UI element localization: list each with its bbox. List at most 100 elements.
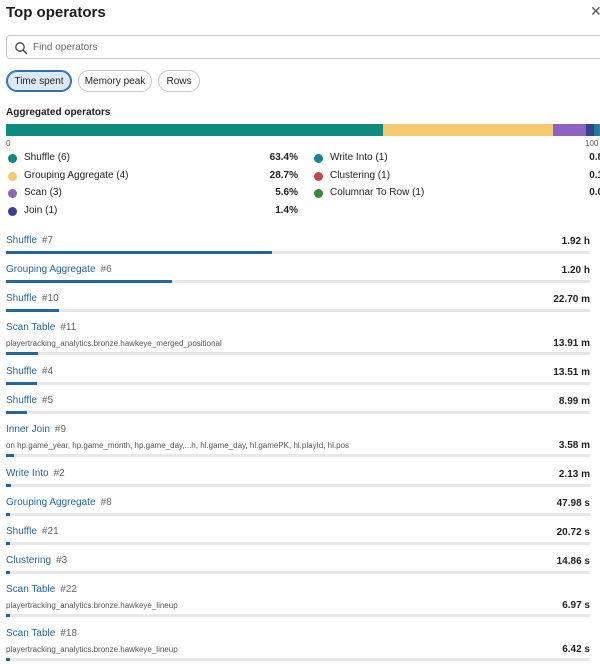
operator-id: #6 [100, 264, 112, 275]
operator-progress-fill [6, 251, 272, 254]
legend-label: Columnar To Row (1) [330, 187, 425, 198]
operator-name: Shuffle [6, 293, 37, 304]
operator-progress-fill [6, 542, 10, 545]
operator-name-link[interactable]: Inner Join #9 [6, 424, 66, 435]
operator-id: #2 [53, 468, 65, 479]
operator-time-value: 8.99 m [558, 396, 590, 407]
operator-row[interactable]: Scan Table #22 playertracking_analytics.br… [6, 584, 600, 624]
operator-row[interactable]: Scan Table #18 playertracking_analytics.br… [6, 628, 600, 664]
operator-id: #5 [41, 395, 54, 406]
operator-row[interactable]: Grouping Aggregate #8 47.98 s [6, 497, 600, 519]
legend-percent: 0.0% [589, 187, 600, 198]
operator-row[interactable]: Inner Join #9 on hp.game_year, hp.game_mon… [6, 424, 600, 464]
agg-segment-write-into[interactable] [594, 124, 599, 136]
operator-progress-track [6, 513, 590, 516]
operator-progress-track [6, 382, 590, 385]
search-icon [15, 42, 28, 55]
operator-progress-fill [6, 280, 172, 283]
operator-id: #9 [54, 424, 67, 435]
legend-swatch [8, 189, 17, 198]
operator-row[interactable]: Write Into #2 2.13 m [6, 468, 600, 490]
operator-row[interactable]: Shuffle #21 20.72 s [6, 526, 600, 548]
operator-name-link[interactable]: Grouping Aggregate #8 [6, 497, 112, 508]
operator-name-link[interactable]: Grouping Aggregate #6 [6, 264, 112, 275]
operator-time-value: 14.86 s [556, 556, 590, 567]
operator-time-value: 13.51 m [553, 367, 590, 378]
operator-name-link[interactable]: Clustering #3 [6, 555, 67, 566]
operator-name-link[interactable]: Shuffle #4 [6, 366, 53, 377]
search-input[interactable] [33, 39, 593, 55]
operator-progress-track [6, 454, 590, 457]
operator-progress-fill [6, 571, 10, 574]
tab-time-spent[interactable]: Time spent [6, 70, 72, 92]
legend-swatch [314, 189, 323, 198]
legend-percent: 28.7% [269, 169, 298, 181]
operator-time-value: 20.72 s [556, 527, 590, 538]
operator-name: Inner Join [6, 424, 50, 435]
close-icon[interactable]: ✕ [590, 3, 600, 19]
operator-progress-track [6, 614, 590, 617]
operator-time-value: 6.97 s [562, 600, 590, 611]
legend-label: Shuffle (6) [24, 152, 70, 163]
operator-time-value: 1.20 h [561, 265, 590, 276]
operator-name-link[interactable]: Scan Table #22 [6, 584, 77, 595]
operator-name-link[interactable]: Scan Table #11 [6, 322, 76, 333]
operator-time-value: 22.70 m [553, 294, 590, 305]
operator-progress-track [6, 280, 590, 283]
agg-segment-shuffle[interactable] [6, 124, 383, 136]
operator-name-link[interactable]: Shuffle #10 [6, 293, 59, 304]
operator-progress-fill [6, 513, 10, 516]
tab-rows[interactable]: Rows [158, 70, 200, 92]
operator-name-link[interactable]: Shuffle #21 [6, 526, 59, 537]
operator-id: #8 [100, 497, 112, 508]
operator-id: #4 [41, 366, 54, 377]
operator-progress-track [6, 411, 590, 414]
legend-item: Grouping Aggregate (4) 28.7% [8, 170, 298, 184]
operator-progress-fill [6, 454, 14, 457]
operator-id: #7 [41, 235, 54, 246]
operator-row[interactable]: Shuffle #4 13.51 m [6, 366, 600, 388]
legend-label: Grouping Aggregate (4) [24, 169, 129, 181]
tab-memory-peak[interactable]: Memory peak [78, 70, 152, 92]
operator-detail: playertracking_analytics.bronze.hawkeye_… [6, 601, 178, 610]
operator-row[interactable]: Shuffle #5 8.99 m [6, 395, 600, 417]
operator-row[interactable]: Clustering #3 14.86 s [6, 555, 600, 577]
legend-item: Columnar To Row (1) 0.0% [314, 187, 600, 201]
operator-id: #3 [56, 555, 68, 566]
operator-name: Scan Table [6, 628, 56, 639]
agg-segment-join[interactable] [586, 124, 594, 136]
operator-detail: playertracking_analytics.bronze.hawkeye_… [6, 645, 178, 654]
legend-item: Scan (3) 5.6% [8, 187, 298, 201]
operator-progress-fill [6, 658, 10, 661]
legend-percent: 0.8% [589, 152, 600, 163]
legend-label: Scan (3) [24, 187, 62, 198]
operator-progress-fill [6, 352, 38, 355]
operator-row[interactable]: Grouping Aggregate #6 1.20 h [6, 264, 600, 286]
legend-percent: 1.4% [275, 204, 298, 216]
operator-name: Grouping Aggregate [6, 497, 96, 508]
operator-name-link[interactable]: Write Into #2 [6, 468, 65, 479]
operator-row[interactable]: Scan Table #11 playertracking_analytics.br… [6, 322, 600, 362]
operator-id: #10 [41, 293, 59, 304]
agg-segment-grouping-aggregate[interactable] [383, 124, 553, 136]
legend-label: Write Into (1) [330, 152, 388, 163]
operator-progress-fill [6, 411, 27, 414]
agg-segment-scan[interactable] [553, 124, 586, 136]
legend-swatch [8, 171, 17, 181]
operator-name-link[interactable]: Shuffle #5 [6, 395, 53, 406]
operator-name: Shuffle [6, 235, 37, 246]
operator-name: Scan Table [6, 584, 56, 595]
operator-name-link[interactable]: Scan Table #18 [6, 628, 77, 639]
operator-progress-fill [6, 614, 10, 617]
legend-item: Join (1) 1.4% [8, 205, 298, 219]
operator-name-link[interactable]: Shuffle #7 [6, 235, 53, 246]
operator-name: Scan Table [6, 322, 56, 333]
operator-row[interactable]: Shuffle #7 1.92 h [6, 235, 600, 257]
legend-swatch [314, 171, 323, 181]
operator-progress-track [6, 309, 590, 312]
operator-id: #21 [41, 526, 59, 537]
aggregated-operators-label: Aggregated operators [6, 107, 111, 118]
operator-detail: on hp.game_year, hp.game_month, hp.game_… [6, 441, 350, 450]
operator-row[interactable]: Shuffle #10 22.70 m [6, 293, 600, 315]
search-box[interactable] [6, 35, 600, 59]
